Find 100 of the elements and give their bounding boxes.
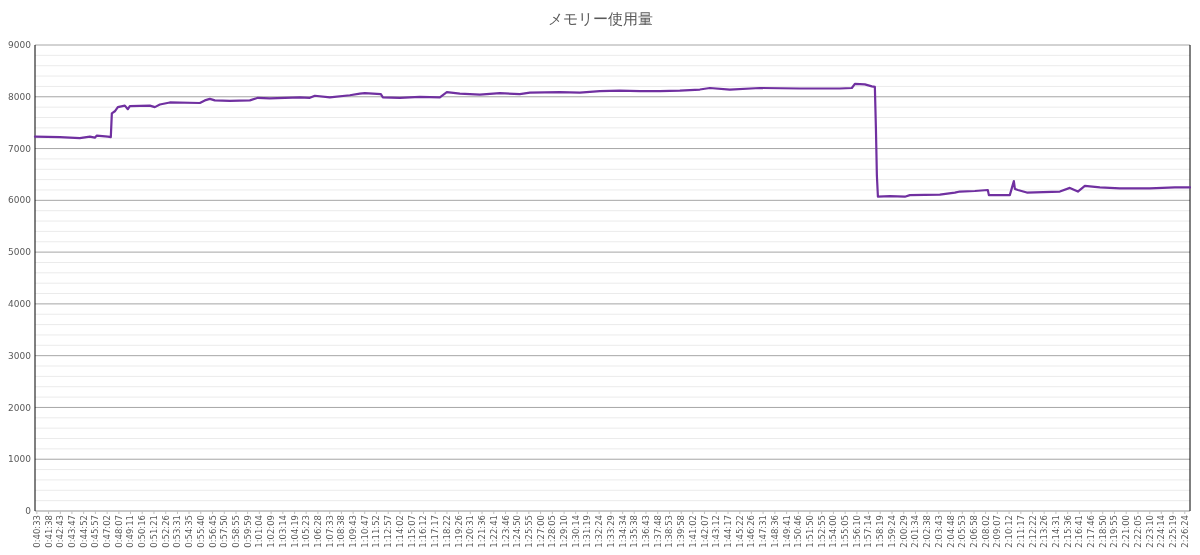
x-tick-label: 1:48:36 xyxy=(769,515,780,548)
x-tick-label: 1:56:10 xyxy=(851,515,862,548)
y-tick-label: 4000 xyxy=(8,299,32,310)
chart-title: メモリー使用量 xyxy=(547,10,653,28)
x-tick-label: 1:18:22 xyxy=(441,515,452,548)
x-tick-label: 0:40:33 xyxy=(31,515,42,548)
x-tick-label: 1:04:19 xyxy=(289,515,300,548)
x-tick-label: 2:26:24 xyxy=(1179,515,1190,548)
x-tick-label: 1:20:31 xyxy=(465,515,476,548)
x-tick-label: 1:39:58 xyxy=(676,515,687,548)
x-tick-label: 1:41:02 xyxy=(687,515,698,548)
x-tick-label: 2:21:00 xyxy=(1121,515,1132,548)
y-tick-label: 2000 xyxy=(8,402,32,413)
y-tick-label: 6000 xyxy=(8,195,32,206)
x-tick-label: 2:13:26 xyxy=(1039,515,1050,548)
x-tick-label: 1:05:23 xyxy=(301,515,312,548)
x-tick-label: 0:48:07 xyxy=(113,515,124,548)
y-tick-label: 1000 xyxy=(8,454,32,465)
x-tick-label: 1:55:05 xyxy=(840,515,851,548)
x-tick-label: 2:01:34 xyxy=(910,515,921,548)
x-tick-label: 2:19:55 xyxy=(1109,515,1120,548)
y-tick-label: 5000 xyxy=(8,247,32,258)
x-tick-label: 1:34:34 xyxy=(617,515,628,548)
x-tick-label: 1:08:38 xyxy=(336,515,347,548)
x-tick-label: 1:36:43 xyxy=(640,515,651,548)
x-tick-label: 0:43:47 xyxy=(66,515,77,548)
x-tick-label: 1:52:55 xyxy=(816,515,827,548)
x-tick-label: 1:46:26 xyxy=(746,515,757,548)
x-tick-label: 0:59:59 xyxy=(242,515,253,548)
x-tick-label: 1:45:22 xyxy=(734,515,745,548)
y-tick-label: 7000 xyxy=(8,143,32,154)
line-series xyxy=(33,82,1192,198)
x-tick-label: 1:38:53 xyxy=(664,515,675,548)
x-tick-label: 1:57:14 xyxy=(863,515,874,548)
x-tick-label: 2:24:14 xyxy=(1156,515,1167,548)
x-tick-label: 2:15:36 xyxy=(1062,515,1073,548)
x-tick-label: 1:22:41 xyxy=(488,515,499,548)
x-tick-label: 1:33:29 xyxy=(605,515,616,548)
x-tick-label: 2:11:17 xyxy=(1015,515,1026,548)
x-tick-label: 0:52:26 xyxy=(160,515,171,548)
x-tick-label: 0:47:02 xyxy=(102,515,113,548)
x-tick-label: 2:02:38 xyxy=(922,515,933,548)
x-tick-label: 1:25:55 xyxy=(523,515,534,548)
x-tick-label: 1:29:10 xyxy=(559,515,570,548)
x-tick-label: 1:07:33 xyxy=(324,515,335,548)
x-tick-label: 1:02:09 xyxy=(266,515,277,548)
x-tick-label: 2:17:46 xyxy=(1086,515,1097,548)
x-tick-label: 1:31:19 xyxy=(582,515,593,548)
x-tick-label: 1:14:02 xyxy=(394,515,405,548)
x-tick-label: 1:24:50 xyxy=(512,515,523,548)
x-tick-label: 2:08:02 xyxy=(980,515,991,548)
y-tick-label: 8000 xyxy=(8,91,32,102)
x-tick-label: 0:51:21 xyxy=(148,515,159,548)
x-tick-label: 1:17:17 xyxy=(430,515,441,548)
x-tick-label: 1:16:12 xyxy=(418,515,429,548)
x-tick-label: 1:35:38 xyxy=(629,515,640,548)
x-tick-label: 0:50:16 xyxy=(137,515,148,548)
x-tick-label: 2:12:22 xyxy=(1027,515,1038,548)
x-tick-label: 1:11:52 xyxy=(371,515,382,548)
x-tick-label: 1:51:50 xyxy=(804,515,815,548)
y-tick-label: 3000 xyxy=(8,350,32,361)
y-tick-label: 0 xyxy=(25,506,32,517)
x-tick-label: 1:30:14 xyxy=(570,515,581,548)
x-tick-label: 0:45:57 xyxy=(90,515,101,548)
x-tick-label: 0:41:38 xyxy=(43,515,54,548)
x-tick-label: 2:03:43 xyxy=(933,515,944,548)
x-tick-label: 2:06:58 xyxy=(969,515,980,548)
x-tick-label: 2:05:53 xyxy=(957,515,968,548)
x-tick-label: 0:56:45 xyxy=(207,515,218,548)
x-tick-label: 1:44:17 xyxy=(723,515,734,548)
x-tick-label: 1:27:00 xyxy=(535,515,546,548)
x-tick-label: 1:28:05 xyxy=(547,515,558,548)
x-tick-label: 1:37:48 xyxy=(652,515,663,548)
x-tick-label: 0:44:52 xyxy=(78,515,89,548)
x-tick-label: 2:23:10 xyxy=(1144,515,1155,548)
x-tick-label: 2:09:07 xyxy=(992,515,1003,548)
x-tick-label: 1:06:28 xyxy=(312,515,323,548)
x-tick-label: 0:42:43 xyxy=(55,515,66,548)
x-tick-label: 1:58:19 xyxy=(875,515,886,548)
x-tick-label: 2:00:29 xyxy=(898,515,909,548)
x-tick-label: 2:14:31 xyxy=(1050,515,1061,548)
x-tick-label: 1:47:31 xyxy=(758,515,769,548)
x-tick-label: 2:04:48 xyxy=(945,515,956,548)
x-tick-label: 1:59:24 xyxy=(886,515,897,548)
x-tick-label: 1:03:14 xyxy=(277,515,288,548)
x-tick-label: 1:43:12 xyxy=(711,515,722,548)
x-tick-label: 1:01:04 xyxy=(254,515,265,548)
x-tick-label: 1:49:41 xyxy=(781,515,792,548)
x-tick-label: 0:54:35 xyxy=(184,515,195,548)
x-tick-label: 0:57:50 xyxy=(219,515,230,548)
x-tick-label: 2:16:41 xyxy=(1074,515,1085,548)
x-tick-label: 1:19:26 xyxy=(453,515,464,548)
x-tick-label: 1:50:46 xyxy=(793,515,804,548)
x-tick-label: 1:09:43 xyxy=(348,515,359,548)
x-tick-label: 1:42:07 xyxy=(699,515,710,548)
x-tick-label: 0:49:11 xyxy=(125,515,136,548)
x-tick-label: 1:10:47 xyxy=(359,515,370,548)
x-tick-label: 0:55:40 xyxy=(195,515,206,548)
x-tick-label: 1:32:24 xyxy=(594,515,605,548)
y-tick-label: 9000 xyxy=(8,40,32,51)
